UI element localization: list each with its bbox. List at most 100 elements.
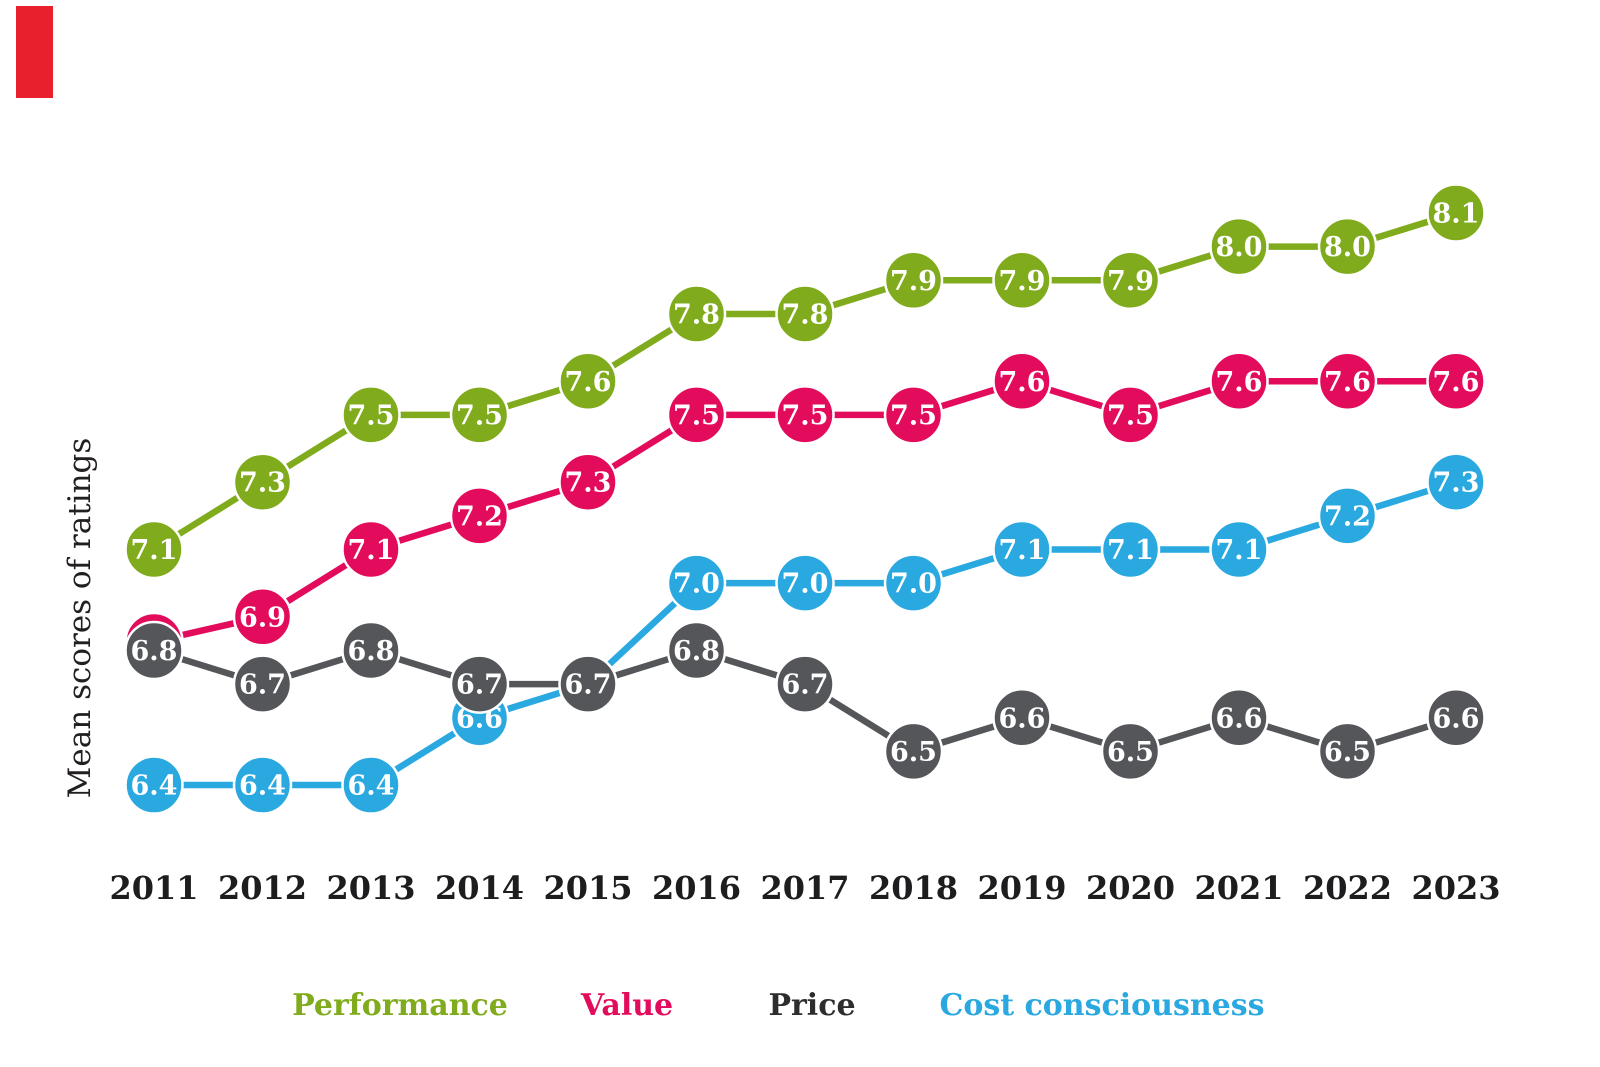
x-tick-2017: 2017 bbox=[760, 869, 849, 907]
point-value-2018: 7.5 bbox=[883, 385, 944, 445]
point-value-2013: 7.1 bbox=[341, 519, 401, 580]
x-tick-2013: 2013 bbox=[326, 869, 415, 907]
svg-text:7.5: 7.5 bbox=[673, 400, 720, 431]
point-value-2021: 7.6 bbox=[1209, 351, 1269, 411]
point-value-2017: 7.5 bbox=[775, 385, 835, 445]
x-tick-2023: 2023 bbox=[1411, 869, 1500, 907]
svg-text:6.4: 6.4 bbox=[131, 771, 178, 802]
svg-text:6.6: 6.6 bbox=[999, 703, 1046, 734]
svg-text:7.3: 7.3 bbox=[239, 468, 286, 499]
svg-text:7.3: 7.3 bbox=[1433, 468, 1480, 499]
svg-text:6.7: 6.7 bbox=[239, 670, 286, 701]
point-performance-2015: 7.6 bbox=[558, 351, 618, 411]
point-price-2016: 6.8 bbox=[666, 620, 727, 681]
point-performance-2022: 8.0 bbox=[1317, 216, 1378, 277]
point-price-2012: 6.7 bbox=[232, 654, 293, 714]
point-value-2022: 7.6 bbox=[1317, 351, 1378, 411]
point-value-2016: 7.5 bbox=[666, 385, 727, 445]
point-cost-consciousness-2020: 7.1 bbox=[1100, 519, 1161, 580]
point-price-2023: 6.6 bbox=[1426, 688, 1486, 748]
svg-text:7.0: 7.0 bbox=[673, 569, 720, 600]
svg-text:7.2: 7.2 bbox=[1324, 501, 1371, 532]
svg-text:6.4: 6.4 bbox=[239, 771, 286, 802]
point-price-2022: 6.5 bbox=[1317, 721, 1378, 782]
point-price-2013: 6.8 bbox=[341, 620, 401, 681]
point-performance-2019: 7.9 bbox=[992, 250, 1052, 311]
point-performance-2013: 7.5 bbox=[341, 385, 401, 445]
x-tick-2019: 2019 bbox=[977, 869, 1066, 907]
svg-text:7.9: 7.9 bbox=[890, 266, 937, 297]
svg-text:7.5: 7.5 bbox=[348, 400, 395, 431]
point-price-2011: 6.8 bbox=[124, 620, 184, 681]
point-performance-2016: 7.8 bbox=[666, 284, 727, 344]
svg-text:6.8: 6.8 bbox=[673, 636, 720, 667]
svg-text:7.5: 7.5 bbox=[890, 400, 937, 431]
point-cost-consciousness-2017: 7.0 bbox=[775, 553, 835, 613]
point-value-2020: 7.5 bbox=[1100, 385, 1161, 445]
svg-text:7.6: 7.6 bbox=[1324, 367, 1371, 398]
svg-text:7.5: 7.5 bbox=[782, 400, 829, 431]
point-performance-2021: 8.0 bbox=[1209, 216, 1269, 277]
svg-text:6.4: 6.4 bbox=[348, 771, 395, 802]
svg-text:7.2: 7.2 bbox=[456, 501, 503, 532]
point-cost-consciousness-2019: 7.1 bbox=[992, 519, 1052, 580]
point-performance-2018: 7.9 bbox=[883, 250, 944, 311]
legend-item-price: Price bbox=[768, 988, 856, 1023]
point-performance-2011: 7.1 bbox=[124, 519, 184, 580]
svg-text:7.9: 7.9 bbox=[1107, 266, 1154, 297]
x-tick-2018: 2018 bbox=[869, 869, 958, 907]
point-cost-consciousness-2018: 7.0 bbox=[883, 553, 944, 613]
point-value-2023: 7.6 bbox=[1426, 351, 1486, 411]
x-tick-2015: 2015 bbox=[543, 869, 632, 907]
svg-text:7.1: 7.1 bbox=[1216, 535, 1263, 566]
svg-text:6.8: 6.8 bbox=[348, 636, 395, 667]
svg-text:6.9: 6.9 bbox=[239, 602, 286, 633]
point-price-2017: 6.7 bbox=[775, 654, 835, 714]
point-value-2019: 7.6 bbox=[992, 351, 1052, 411]
point-price-2018: 6.5 bbox=[883, 721, 944, 782]
svg-text:7.5: 7.5 bbox=[1107, 400, 1154, 431]
legend-item-performance: Performance bbox=[292, 988, 508, 1023]
point-cost-consciousness-2011: 6.4 bbox=[124, 755, 184, 815]
svg-text:6.6: 6.6 bbox=[1216, 703, 1263, 734]
point-cost-consciousness-2013: 6.4 bbox=[341, 755, 401, 815]
svg-text:7.8: 7.8 bbox=[673, 299, 720, 330]
svg-text:7.1: 7.1 bbox=[131, 535, 178, 566]
svg-text:7.6: 7.6 bbox=[999, 367, 1046, 398]
x-tick-2011: 2011 bbox=[109, 869, 198, 907]
point-performance-2020: 7.9 bbox=[1100, 250, 1161, 311]
point-cost-consciousness-2023: 7.3 bbox=[1426, 452, 1486, 512]
point-performance-2014: 7.5 bbox=[449, 385, 510, 445]
svg-text:8.0: 8.0 bbox=[1324, 232, 1371, 263]
point-cost-consciousness-2022: 7.2 bbox=[1317, 486, 1378, 546]
svg-text:7.9: 7.9 bbox=[999, 266, 1046, 297]
svg-text:7.6: 7.6 bbox=[565, 367, 612, 398]
svg-text:7.0: 7.0 bbox=[782, 569, 829, 600]
x-tick-2020: 2020 bbox=[1086, 869, 1175, 907]
svg-text:7.1: 7.1 bbox=[348, 535, 395, 566]
x-tick-2021: 2021 bbox=[1194, 869, 1283, 907]
svg-text:7.1: 7.1 bbox=[1107, 535, 1154, 566]
red-marker bbox=[16, 6, 53, 98]
x-tick-2012: 2012 bbox=[218, 869, 307, 907]
point-price-2020: 6.5 bbox=[1100, 721, 1161, 782]
svg-text:6.6: 6.6 bbox=[1433, 703, 1480, 734]
svg-text:8.1: 8.1 bbox=[1433, 199, 1480, 230]
point-performance-2017: 7.8 bbox=[775, 284, 835, 344]
point-price-2021: 6.6 bbox=[1209, 688, 1269, 748]
x-tick-2022: 2022 bbox=[1303, 869, 1392, 907]
svg-text:7.1: 7.1 bbox=[999, 535, 1046, 566]
point-performance-2023: 8.1 bbox=[1426, 183, 1486, 243]
point-value-2015: 7.3 bbox=[558, 452, 618, 512]
svg-text:6.7: 6.7 bbox=[782, 670, 829, 701]
point-cost-consciousness-2016: 7.0 bbox=[666, 553, 727, 613]
svg-text:7.6: 7.6 bbox=[1433, 367, 1480, 398]
svg-text:7.8: 7.8 bbox=[782, 299, 829, 330]
svg-text:7.0: 7.0 bbox=[890, 569, 937, 600]
point-value-2014: 7.2 bbox=[449, 486, 510, 546]
svg-text:6.5: 6.5 bbox=[890, 737, 937, 768]
svg-text:7.5: 7.5 bbox=[456, 400, 503, 431]
svg-text:6.8: 6.8 bbox=[131, 636, 178, 667]
point-cost-consciousness-2012: 6.4 bbox=[232, 755, 293, 815]
